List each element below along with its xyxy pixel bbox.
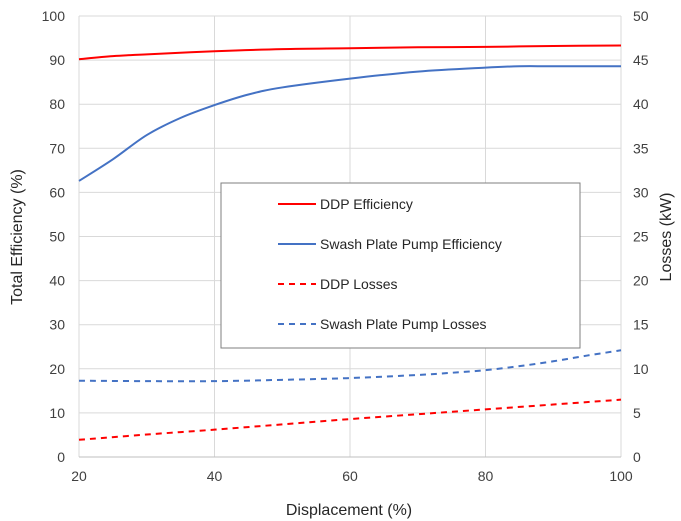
y-tick-label: 60 bbox=[49, 184, 65, 200]
series-line-swash-plate-pump-efficiency bbox=[78, 65, 621, 182]
y2-tick-label: 20 bbox=[633, 273, 649, 289]
legend-box bbox=[220, 182, 581, 349]
x-tick-label: 20 bbox=[71, 468, 87, 484]
x-tick-label: 60 bbox=[342, 468, 358, 484]
x-tick-label: 100 bbox=[609, 468, 633, 484]
axis-layer: 0102030405060708090100051015202530354045… bbox=[42, 8, 649, 484]
y2-tick-label: 40 bbox=[633, 96, 649, 112]
y2-tick-label: 45 bbox=[633, 52, 649, 68]
y2-tick-label: 0 bbox=[633, 449, 641, 465]
legend: DDP Efficiency Swash Plate Pump Efficienc… bbox=[220, 182, 581, 349]
y2-axis-title: Losses (kW) bbox=[658, 193, 675, 282]
legend-label-swash-plate-pump-efficiency: Swash Plate Pump Efficiency bbox=[320, 236, 502, 252]
y-tick-label: 10 bbox=[49, 405, 65, 421]
series-layer bbox=[78, 44, 622, 441]
series-line-ddp-efficiency bbox=[78, 44, 622, 61]
legend-label-ddp-efficiency: DDP Efficiency bbox=[320, 196, 413, 212]
y-tick-label: 80 bbox=[49, 96, 65, 112]
y2-tick-label: 50 bbox=[633, 8, 649, 24]
y-axis-title: Total Efficiency (%) bbox=[9, 169, 26, 305]
y-tick-label: 20 bbox=[49, 361, 65, 377]
y-tick-label: 40 bbox=[49, 273, 65, 289]
legend-label-ddp-losses: DDP Losses bbox=[320, 276, 398, 292]
y-tick-label: 30 bbox=[49, 317, 65, 333]
series-line-swash-plate-pump-losses bbox=[78, 349, 622, 383]
y2-tick-label: 5 bbox=[633, 405, 641, 421]
x-tick-label: 80 bbox=[478, 468, 494, 484]
y2-tick-label: 25 bbox=[633, 229, 649, 245]
y2-tick-label: 10 bbox=[633, 361, 649, 377]
y-tick-label: 70 bbox=[49, 140, 65, 156]
y-tick-label: 90 bbox=[49, 52, 65, 68]
y-tick-label: 100 bbox=[42, 8, 66, 24]
y2-tick-label: 30 bbox=[633, 184, 649, 200]
y2-tick-label: 15 bbox=[633, 317, 649, 333]
y-tick-label: 50 bbox=[49, 229, 65, 245]
y2-tick-label: 35 bbox=[633, 140, 649, 156]
x-tick-label: 40 bbox=[207, 468, 223, 484]
legend-label-swash-plate-pump-losses: Swash Plate Pump Losses bbox=[320, 316, 487, 332]
series-line-ddp-losses bbox=[78, 398, 622, 441]
x-axis-title: Displacement (%) bbox=[286, 502, 412, 519]
y-tick-label: 0 bbox=[57, 449, 65, 465]
